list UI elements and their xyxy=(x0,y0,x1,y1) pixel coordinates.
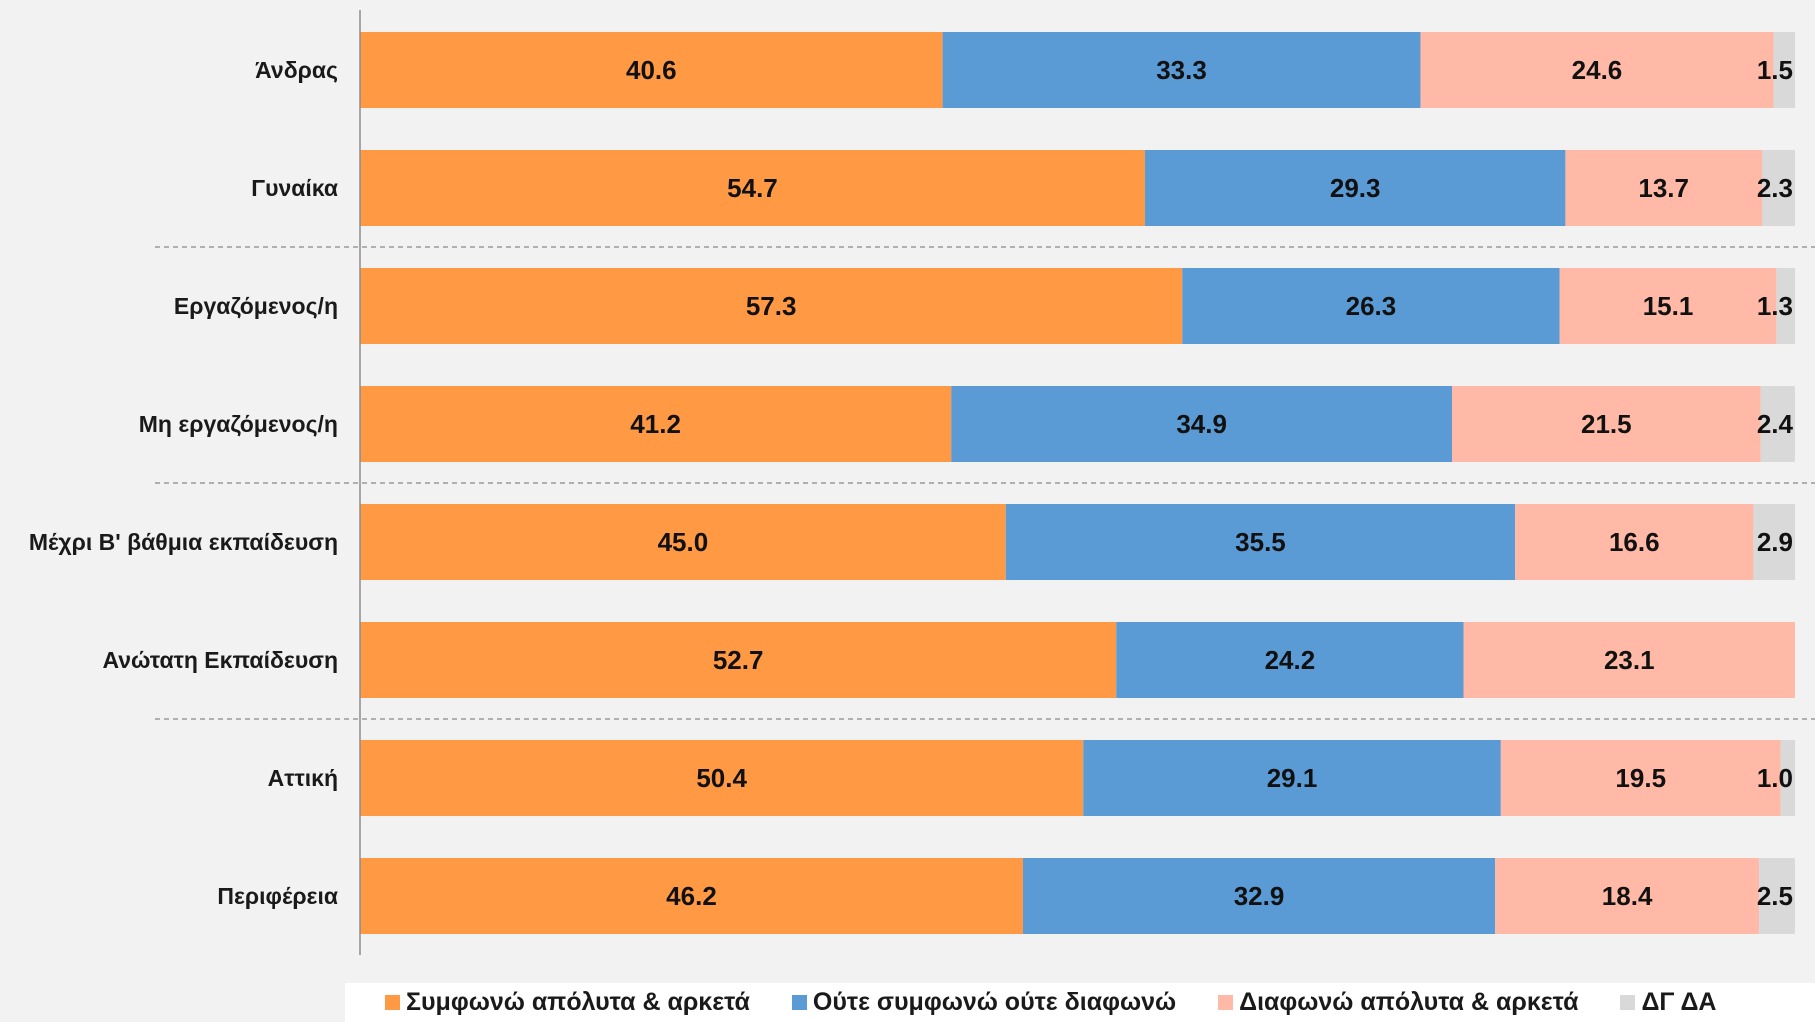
bar-segment xyxy=(360,858,1023,934)
value-label: 40.6 xyxy=(626,55,677,85)
bar-segment xyxy=(360,622,1117,698)
value-label: 13.7 xyxy=(1638,173,1689,203)
legend-label: Διαφωνώ απόλυτα & αρκετά xyxy=(1239,988,1579,1016)
value-label: 52.7 xyxy=(713,645,764,675)
bar-segment xyxy=(1500,740,1781,816)
bar-segment xyxy=(360,504,1006,580)
value-label: 45.0 xyxy=(658,527,709,557)
value-label: 2.5 xyxy=(1757,881,1793,911)
value-label: 54.7 xyxy=(727,173,778,203)
bar-segment xyxy=(360,32,943,108)
legend-label: Συμφωνώ απόλυτα & αρκετά xyxy=(406,988,750,1016)
legend-swatch xyxy=(1620,995,1636,1010)
value-label: 46.2 xyxy=(666,881,717,911)
value-labels: 40.6 33.3 24.6 1.5 54.7 29.3 13.7 2.3 57.3 26.3 15… xyxy=(626,55,1794,911)
value-label: 24.2 xyxy=(1265,645,1316,675)
bar-segment xyxy=(1559,268,1777,344)
legend-item: Συμφωνώ απόλυτα & αρκετά xyxy=(385,988,750,1017)
bar-segment xyxy=(360,268,1183,344)
value-label: 16.6 xyxy=(1609,527,1660,557)
bar-segment xyxy=(1005,504,1516,580)
value-label: 26.3 xyxy=(1346,291,1397,321)
category-label: Εργαζόμενος/η xyxy=(174,293,338,319)
value-label: 24.6 xyxy=(1572,55,1623,85)
bar-segment xyxy=(1420,32,1774,108)
bar-segments xyxy=(360,32,1795,934)
value-label: 34.9 xyxy=(1176,409,1227,439)
value-label: 18.4 xyxy=(1602,881,1653,911)
category-label: Μη εργαζόμενος/η xyxy=(139,411,338,437)
bar-segment xyxy=(1565,150,1762,226)
bar-segment xyxy=(1182,268,1560,344)
bar-segment xyxy=(1116,622,1464,698)
bar-segment xyxy=(1773,32,1795,108)
category-label: Μέχρι Β' βάθμια εκπαίδευση xyxy=(29,529,338,555)
category-label: Ανώτατη Εκπαίδευση xyxy=(102,647,338,673)
bar-segment xyxy=(1780,740,1795,816)
legend-item: ΔΓ ΔΑ xyxy=(1620,988,1717,1017)
bar-segment xyxy=(1515,504,1754,580)
bar-segment xyxy=(942,32,1421,108)
legend-label: Ούτε συμφωνώ ούτε διαφωνώ xyxy=(812,988,1177,1016)
stacked-bar-chart: Άνδρας Γυναίκα Εργαζόμενος/η Μη εργαζόμενος… xyxy=(29,10,1815,955)
value-label: 1.3 xyxy=(1757,291,1793,321)
legend-swatch xyxy=(1218,995,1234,1010)
category-label: Περιφέρεια xyxy=(217,883,338,909)
group-separators xyxy=(155,246,1815,720)
value-label: 1.5 xyxy=(1757,55,1793,85)
bar-segment xyxy=(1463,622,1795,698)
value-label: 29.1 xyxy=(1267,763,1318,793)
value-label: 29.3 xyxy=(1330,173,1381,203)
bar-segment xyxy=(1495,858,1760,934)
category-label: Αττική xyxy=(268,765,338,791)
bar-segment xyxy=(1759,858,1795,934)
value-label: 21.5 xyxy=(1581,409,1632,439)
bar-segment xyxy=(951,386,1453,462)
category-label: Άνδρας xyxy=(255,57,338,83)
bar-segment xyxy=(360,386,952,462)
bar-segment xyxy=(360,150,1145,226)
value-label: 15.1 xyxy=(1643,291,1694,321)
category-label: Γυναίκα xyxy=(251,175,338,201)
value-label: 2.9 xyxy=(1757,527,1793,557)
bar-segment xyxy=(1452,386,1761,462)
legend-swatch xyxy=(385,995,400,1010)
value-label: 32.9 xyxy=(1234,881,1285,911)
value-label: 57.3 xyxy=(746,291,797,321)
legend-item: Διαφωνώ απόλυτα & αρκετά xyxy=(1218,988,1578,1017)
value-label: 23.1 xyxy=(1604,645,1655,675)
legend-swatch xyxy=(791,995,807,1010)
bar-segment xyxy=(360,740,1084,816)
value-label: 19.5 xyxy=(1615,763,1666,793)
bar-segment xyxy=(1022,858,1496,934)
legend-item: Ούτε συμφωνώ ούτε διαφωνώ xyxy=(791,988,1177,1017)
bar-segment xyxy=(1760,386,1795,462)
legend-label: ΔΓ ΔΑ xyxy=(1641,988,1717,1016)
value-label: 35.5 xyxy=(1235,527,1286,557)
chart-legend: Συμφωνώ απόλυτα & αρκετά Ούτε συμφωνώ ούτ… xyxy=(345,983,1815,1022)
bar-segment xyxy=(1753,504,1795,580)
value-label: 33.3 xyxy=(1156,55,1207,85)
value-label: 1.0 xyxy=(1757,763,1793,793)
bar-segment xyxy=(1144,150,1566,226)
value-label: 2.4 xyxy=(1757,409,1794,439)
category-labels: Άνδρας Γυναίκα Εργαζόμενος/η Μη εργαζόμενος… xyxy=(29,57,338,909)
value-label: 41.2 xyxy=(630,409,681,439)
bar-segment xyxy=(1761,150,1795,226)
bar-segment xyxy=(1776,268,1795,344)
bar-segment xyxy=(1083,740,1501,816)
value-label: 50.4 xyxy=(696,763,747,793)
value-label: 2.3 xyxy=(1757,173,1793,203)
